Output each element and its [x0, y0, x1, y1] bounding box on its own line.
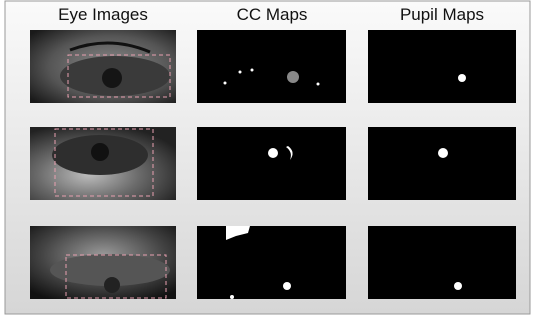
- column-header: CC Maps: [237, 5, 308, 24]
- column-header: Pupil Maps: [400, 5, 484, 24]
- cc-map: [197, 226, 346, 299]
- page: {"columns": ["Eye Images", "CC Maps", "P…: [0, 0, 535, 318]
- figure: Eye Images CC Maps Pupil Maps: [0, 0, 535, 318]
- eye-image: [30, 127, 176, 200]
- pupil-map: [368, 226, 516, 299]
- pupil-map: [368, 30, 516, 103]
- eye-image: [30, 226, 176, 299]
- eye-image: [30, 30, 176, 103]
- column-header: Eye Images: [58, 5, 148, 24]
- cc-map: [197, 127, 346, 200]
- cc-map: [197, 30, 346, 103]
- pupil-map: [368, 127, 516, 200]
